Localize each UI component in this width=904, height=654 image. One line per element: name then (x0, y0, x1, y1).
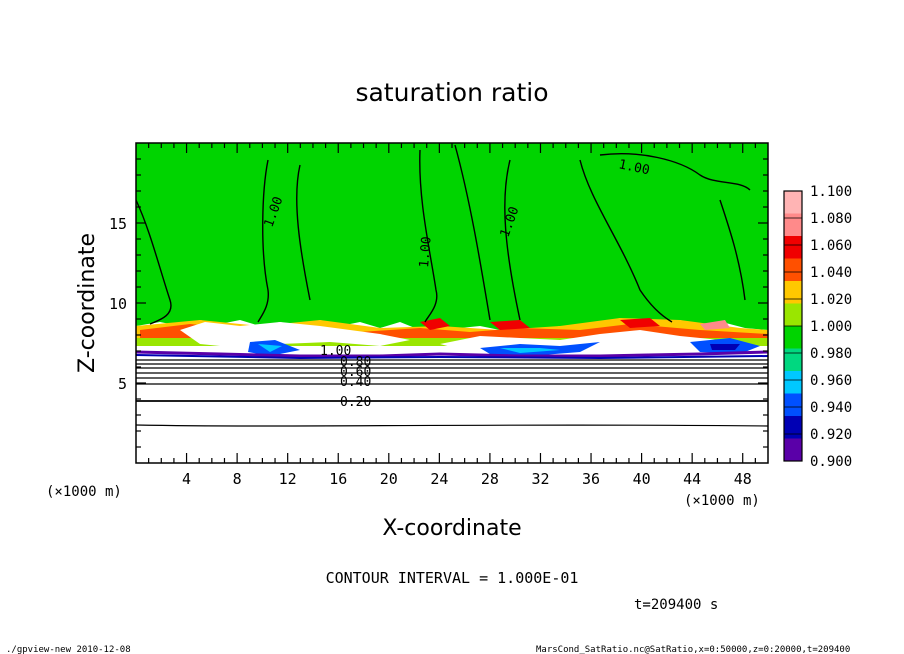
colorbar-swatch (784, 281, 802, 304)
x-tick-label: 36 (582, 470, 600, 488)
colorbar-label: 1.060 (810, 238, 852, 254)
contour-label: 0.80 (340, 355, 371, 370)
x-axis: 4 8 12 16 20 24 28 32 36 40 44 48 (148, 143, 756, 488)
y-axis: 5 10 15 (109, 158, 768, 448)
x-tick-label: 4 (182, 470, 191, 488)
y-axis-label: Z-coordinate (75, 233, 100, 373)
y-tick-label: 15 (109, 215, 127, 233)
plot-area (136, 143, 768, 463)
contour-lines-lower (136, 359, 768, 427)
contour-label: 1.00 (617, 157, 651, 178)
y-tick-label: 5 (118, 375, 127, 393)
footer-right: MarsCond_SatRatio.nc@SatRatio,x=0:50000,… (536, 645, 850, 654)
colorbar: 0.900 0.920 0.940 0.960 0.980 1.000 1.020 1.040… (783, 184, 852, 470)
colorbar-label: 1.040 (810, 265, 852, 281)
x-tick-label: 20 (380, 470, 398, 488)
x-tick-label: 28 (481, 470, 499, 488)
transition-band (136, 318, 768, 360)
contour-lines-upper (136, 144, 751, 325)
contour-interval: CONTOUR INTERVAL = 1.000E-01 (326, 569, 579, 587)
x-tick-label: 32 (531, 470, 549, 488)
x-tick-label: 24 (430, 470, 448, 488)
x-unit-left: (×1000 m) (46, 484, 122, 500)
colorbar-swatch (784, 236, 802, 259)
x-axis-label: X-coordinate (382, 516, 521, 541)
time-annotation: t=209400 s (634, 597, 718, 613)
colorbar-swatch (784, 258, 802, 281)
x-tick-label: 48 (734, 470, 752, 488)
footer-left: ./gpview-new 2010-12-08 (6, 645, 131, 654)
x-tick-label: 16 (329, 470, 347, 488)
x-tick-label: 40 (633, 470, 651, 488)
saturated-region (136, 143, 768, 330)
colorbar-swatch (784, 416, 802, 439)
colorbar-label: 0.900 (810, 454, 852, 470)
colorbar-label: 0.940 (810, 400, 852, 416)
colorbar-swatch (784, 438, 802, 461)
colorbar-label: 1.020 (810, 292, 852, 308)
colorbar-swatch (784, 371, 802, 394)
colorbar-label: 1.000 (810, 319, 852, 335)
colorbar-label: 1.080 (810, 211, 852, 227)
contour-label: 1.00 (320, 344, 351, 359)
x-tick-label: 12 (279, 470, 297, 488)
colorbar-swatch (784, 326, 802, 349)
colorbar-swatch (784, 393, 802, 416)
colorbar-swatch (784, 191, 802, 214)
contour-label: 0.20 (340, 395, 371, 410)
x-unit-right: (×1000 m) (684, 493, 760, 509)
x-tick-label: 44 (683, 470, 701, 488)
chart-title: saturation ratio (355, 78, 548, 107)
contour-label: 1.00 (417, 236, 435, 269)
x-tick-label: 8 (233, 470, 242, 488)
colorbar-label: 0.920 (810, 427, 852, 443)
colorbar-swatch (784, 303, 802, 326)
contour-label: 0.40 (340, 375, 371, 390)
contour-label: 0.60 (340, 365, 371, 380)
colorbar-label: 0.960 (810, 373, 852, 389)
colorbar-swatch (784, 213, 802, 236)
colorbar-swatch (784, 348, 802, 371)
colorbar-label: 0.980 (810, 346, 852, 362)
y-tick-label: 10 (109, 295, 127, 313)
colorbar-label: 1.100 (810, 184, 852, 200)
